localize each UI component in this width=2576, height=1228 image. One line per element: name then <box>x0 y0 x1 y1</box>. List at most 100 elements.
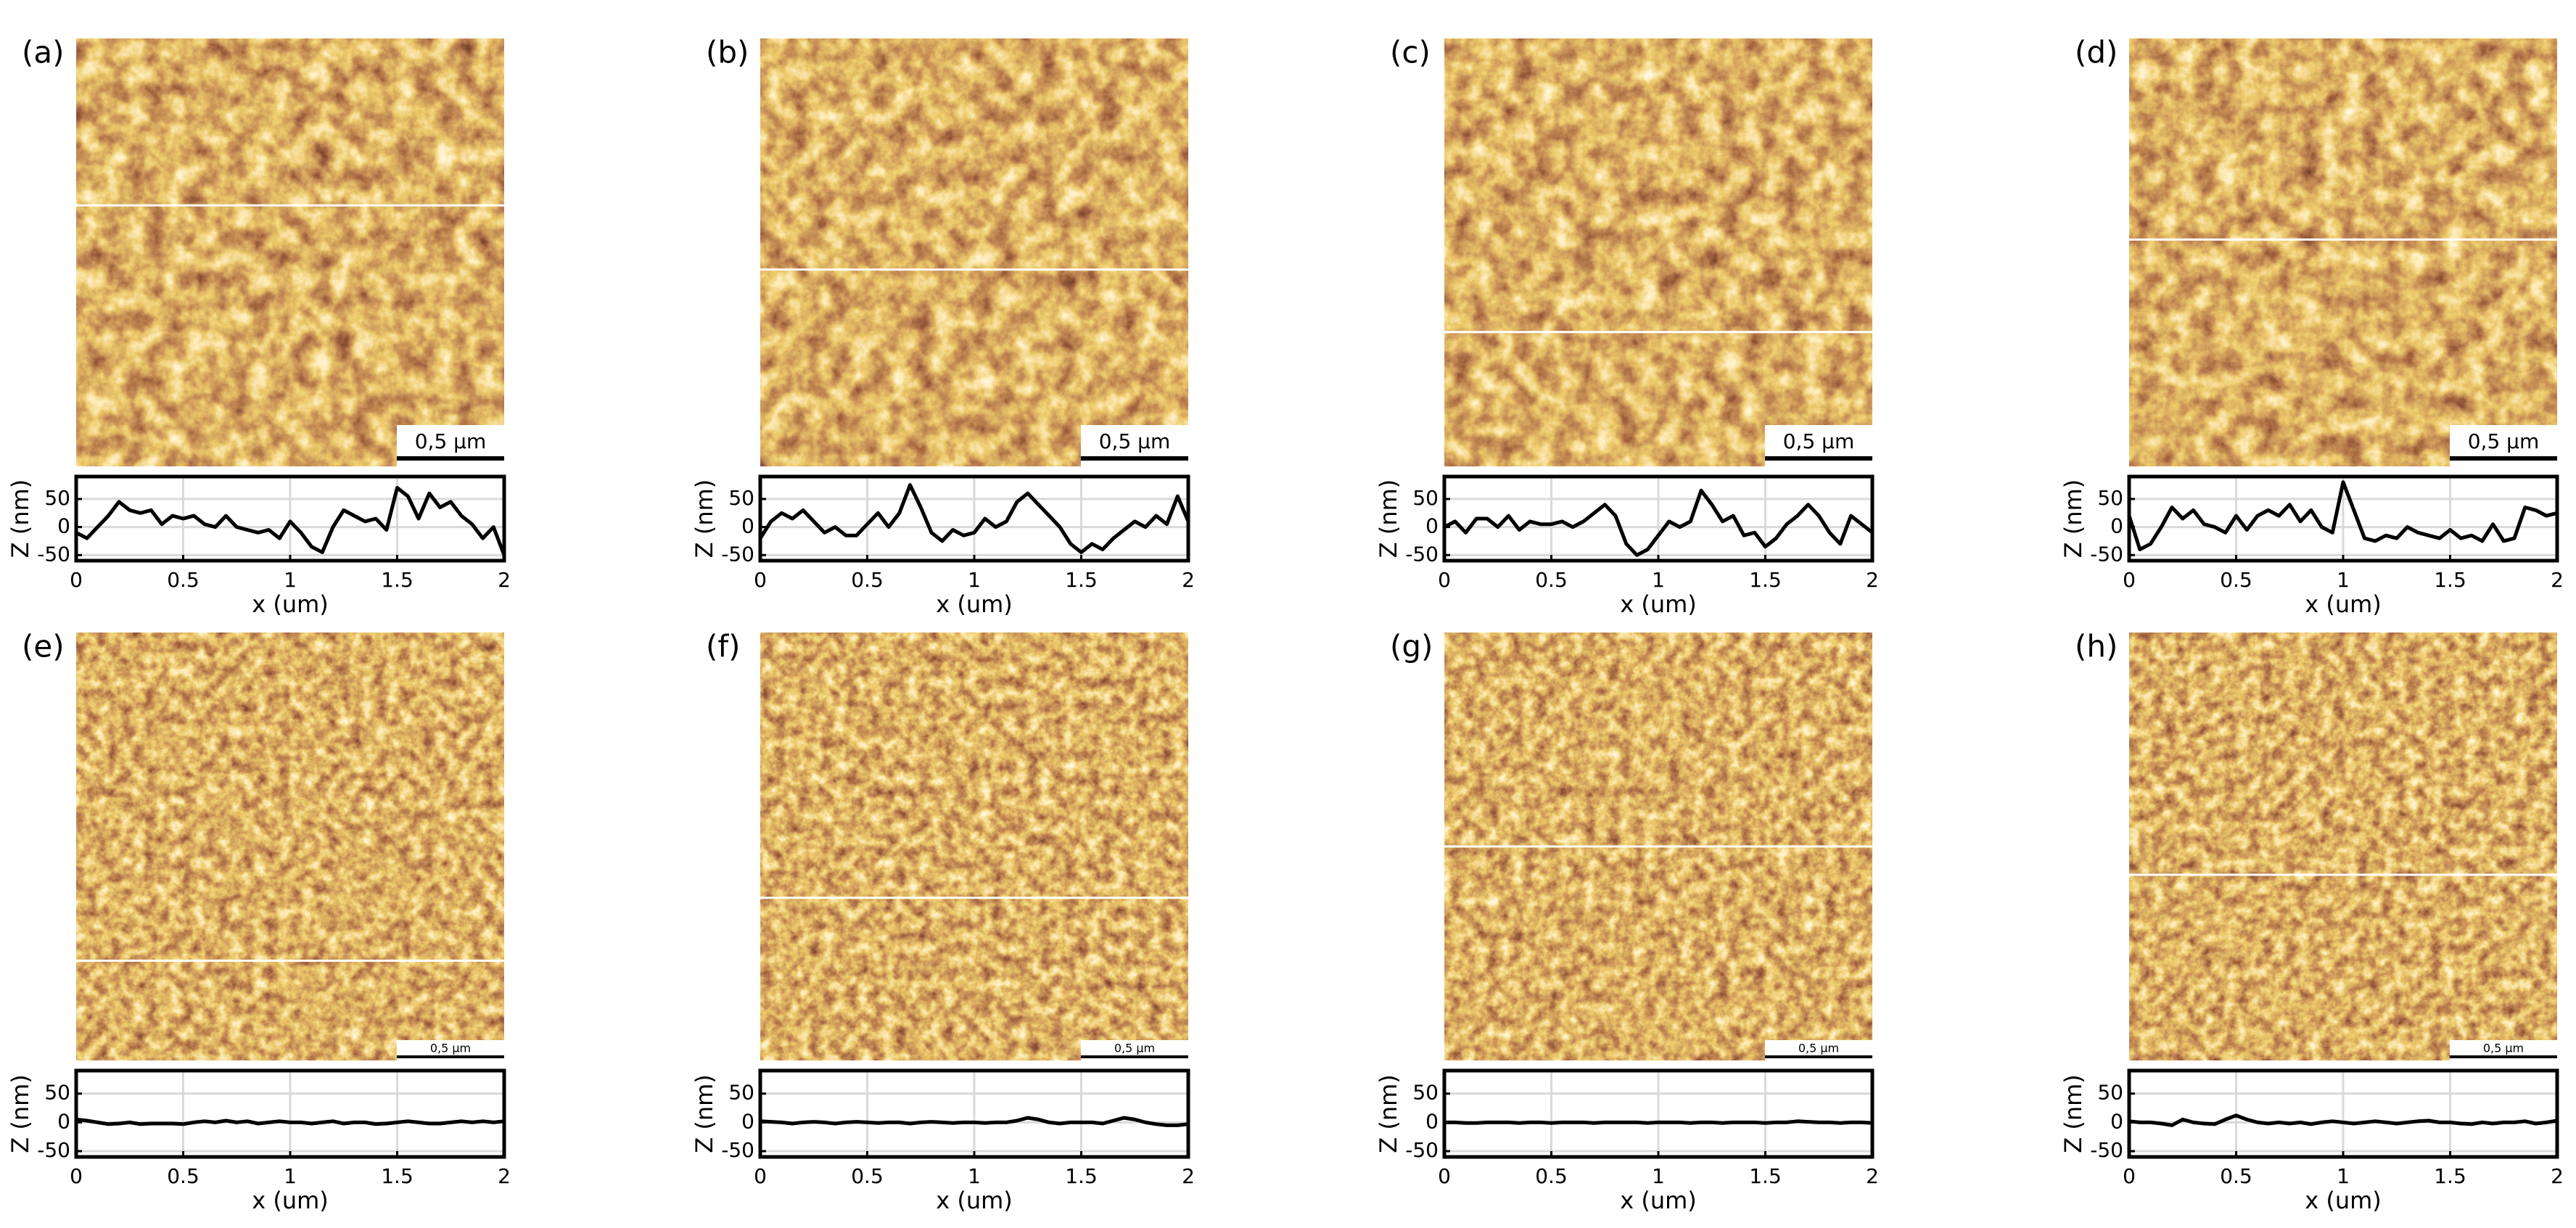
y-tick-label: -50 <box>37 1138 70 1162</box>
y-tick-label: -50 <box>2090 542 2123 566</box>
scale-bar-label: 0,5 µm <box>1099 429 1171 453</box>
scale-bar-label: 0,5 µm <box>1783 429 1855 453</box>
y-axis-label: Z (nm) <box>691 1074 718 1153</box>
plot-frame <box>758 474 1190 563</box>
y-tick-label: -50 <box>1405 1138 1439 1162</box>
y-tick-label: 0 <box>1425 514 1439 538</box>
panel-label: (d) <box>2075 35 2118 70</box>
x-tick-label: 0.5 <box>167 1164 199 1188</box>
x-tick-label: 1 <box>2337 1164 2350 1188</box>
y-tick-label: 50 <box>2097 486 2123 510</box>
x-tick-label: 0 <box>70 1164 83 1188</box>
x-tick-label: 2 <box>2551 1164 2564 1188</box>
y-axis-label: Z (nm) <box>1375 479 1402 559</box>
scale-bar-label: 0,5 µm <box>2483 1041 2524 1055</box>
y-tick-label: 50 <box>1412 1081 1439 1105</box>
x-tick-label: 0.5 <box>851 1164 884 1188</box>
x-tick-label: 1 <box>968 568 981 592</box>
plot-frame <box>74 474 506 563</box>
x-axis-label: x (um) <box>1620 1187 1697 1214</box>
x-tick-label: 0.5 <box>2220 568 2252 592</box>
x-tick-label: 2 <box>2551 568 2564 592</box>
y-tick-label: 50 <box>44 1081 70 1105</box>
y-tick-label: 50 <box>728 486 754 510</box>
plot-frame <box>2127 474 2559 563</box>
scale-bar <box>2450 456 2557 461</box>
panel-label: (h) <box>2075 629 2118 664</box>
x-tick-label: 1 <box>2337 568 2350 592</box>
scale-bar <box>1081 1055 1188 1058</box>
x-tick-label: 2 <box>1182 568 1195 592</box>
y-tick-label: 0 <box>2110 1109 2123 1133</box>
x-tick-label: 1.5 <box>381 568 413 592</box>
panel-label: (g) <box>1390 629 1433 664</box>
x-tick-label: 0 <box>754 568 767 592</box>
x-tick-label: 0.5 <box>167 568 199 592</box>
plot-frame <box>74 1068 506 1159</box>
x-tick-label: 0 <box>2123 568 2136 592</box>
x-tick-label: 0.5 <box>851 568 884 592</box>
afm-image <box>2129 38 2557 466</box>
scale-bar <box>1765 456 1872 461</box>
profile-line <box>2128 1113 2558 1127</box>
plot-frame <box>1442 1068 1875 1159</box>
y-axis-label: Z (nm) <box>691 479 718 559</box>
x-tick-label: 2 <box>498 1164 511 1188</box>
profile-line <box>760 1116 1189 1127</box>
x-axis-label: x (um) <box>936 1187 1013 1214</box>
y-axis-label: Z (nm) <box>7 1074 34 1153</box>
y-tick-label: -50 <box>37 542 70 566</box>
x-tick-label: 1.5 <box>1749 1164 1782 1188</box>
plot-frame <box>758 1068 1190 1159</box>
x-tick-label: 0 <box>1438 1164 1451 1188</box>
y-axis-label: Z (nm) <box>2059 1074 2087 1153</box>
profile-line <box>1444 1119 1873 1125</box>
x-tick-label: 0.5 <box>1535 568 1568 592</box>
afm-image <box>1444 38 1872 466</box>
x-tick-label: 0 <box>2123 1164 2136 1188</box>
profile-line <box>2127 480 2558 551</box>
y-tick-label: -50 <box>1405 542 1439 566</box>
x-axis-label: x (um) <box>936 590 1013 618</box>
scale-bar <box>2450 1055 2557 1058</box>
afm-image <box>760 38 1188 466</box>
x-tick-label: 0 <box>1438 568 1451 592</box>
x-tick-label: 0 <box>70 568 83 592</box>
scale-bar-label: 0,5 µm <box>430 1041 471 1055</box>
x-tick-label: 0.5 <box>1535 1164 1568 1188</box>
profile-line <box>75 1117 505 1126</box>
y-tick-label: 0 <box>741 1109 754 1133</box>
scale-bar <box>1765 1055 1872 1058</box>
x-tick-label: 1 <box>1652 1164 1665 1188</box>
x-axis-label: x (um) <box>252 1187 329 1214</box>
x-tick-label: 1.5 <box>1749 568 1782 592</box>
y-tick-label: 50 <box>2097 1081 2123 1105</box>
x-axis-label: x (um) <box>2305 1187 2382 1214</box>
scale-bar-label: 0,5 µm <box>1114 1041 1155 1055</box>
profile-line <box>1443 488 1874 557</box>
y-tick-label: 50 <box>44 486 70 510</box>
x-tick-label: 0 <box>754 1164 767 1188</box>
scale-bar-label: 0,5 µm <box>1798 1041 1839 1055</box>
panel-label: (b) <box>706 35 749 70</box>
x-tick-label: 2 <box>1866 1164 1879 1188</box>
x-tick-label: 1.5 <box>381 1164 413 1188</box>
scale-bar-label: 0,5 µm <box>415 429 487 453</box>
y-axis-label: Z (nm) <box>2059 479 2087 559</box>
scale-bar <box>1081 456 1188 461</box>
x-axis-label: x (um) <box>2305 590 2382 618</box>
x-tick-label: 2 <box>1866 568 1879 592</box>
x-tick-label: 2 <box>1182 1164 1195 1188</box>
panel-label: (c) <box>1390 35 1431 70</box>
y-tick-label: -50 <box>721 1138 754 1162</box>
plot-frame <box>2127 1068 2559 1159</box>
scale-bar-label: 0,5 µm <box>2468 429 2540 453</box>
afm-image <box>76 632 504 1060</box>
x-tick-label: 0.5 <box>2220 1164 2252 1188</box>
x-tick-label: 1.5 <box>1065 1164 1098 1188</box>
y-tick-label: -50 <box>721 542 754 566</box>
afm-image <box>76 38 504 466</box>
y-tick-label: -50 <box>2090 1138 2123 1162</box>
x-tick-label: 1.5 <box>2434 568 2466 592</box>
